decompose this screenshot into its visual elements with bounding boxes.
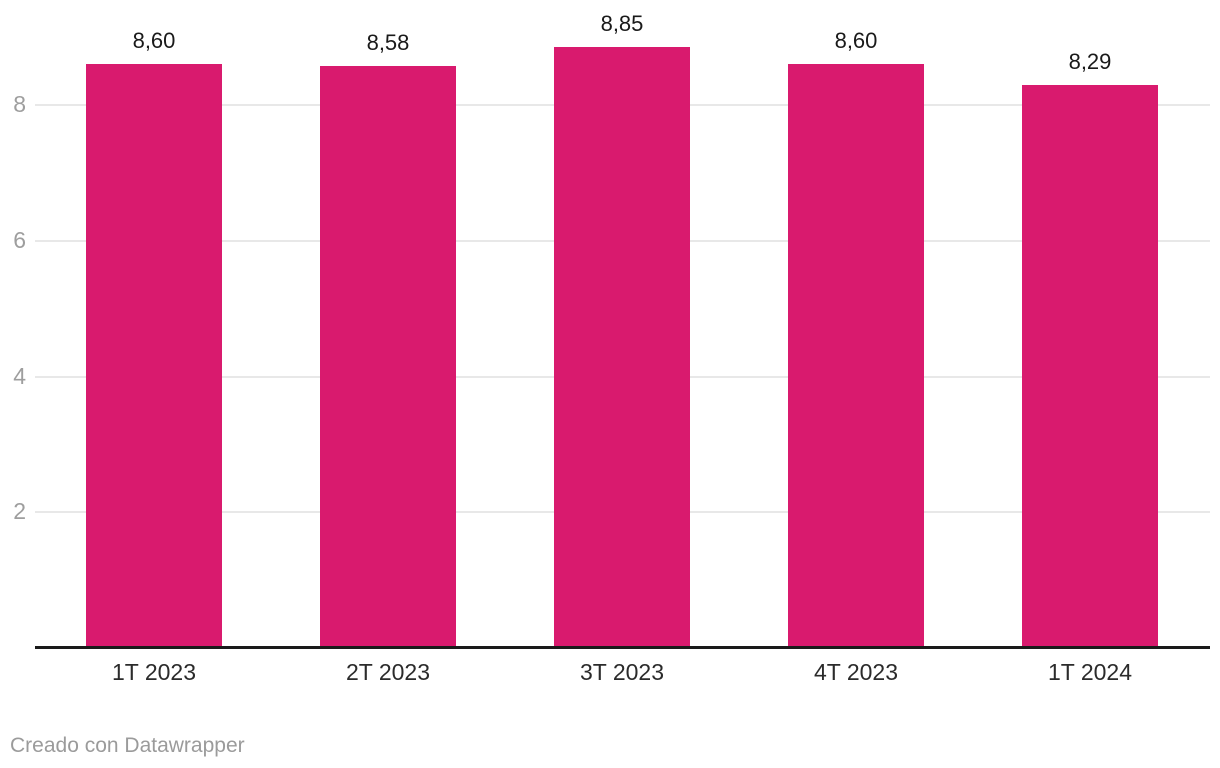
datawrapper-credit-link[interactable]: Creado con Datawrapper (10, 734, 245, 757)
bar-1T 2023 (86, 64, 222, 648)
y-tick-label-2: 2 (13, 498, 26, 525)
bar-3T 2023 (554, 47, 690, 648)
x-axis-line (35, 646, 1210, 649)
bar-value-label: 8,58 (366, 29, 410, 55)
x-axis-label: 4T 2023 (814, 659, 898, 685)
y-tick-label-6: 6 (13, 226, 26, 253)
x-axis-label: 1T 2023 (112, 659, 196, 685)
bar-4T 2023 (788, 64, 924, 648)
y-tick-label-8: 8 (13, 91, 26, 117)
bar-value-label: 8,85 (600, 11, 644, 37)
bar-2T 2023 (320, 65, 456, 648)
x-axis-label: 3T 2023 (580, 659, 664, 685)
bar-value-label: 8,29 (1068, 49, 1112, 75)
bar-value-label: 8,60 (132, 28, 176, 54)
x-axis-label: 2T 2023 (346, 659, 430, 685)
bar-1T 2024 (1022, 85, 1158, 648)
x-axis-label: 1T 2024 (1048, 659, 1132, 685)
bar-value-label: 8,60 (834, 28, 878, 54)
y-tick-label-4: 4 (13, 362, 26, 389)
